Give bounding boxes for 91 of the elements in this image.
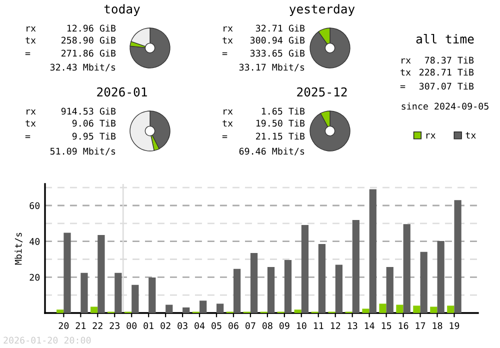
text: since 2024-09-05 [402, 102, 488, 110]
text: tx 228.71 TiB [400, 68, 474, 76]
x-tick-label: 08 [262, 322, 272, 330]
bar [454, 200, 462, 313]
x-tick-label: 00 [126, 322, 137, 330]
y-axis-title: Mbit/s [14, 232, 22, 265]
x-tick-label: 10 [296, 322, 306, 330]
x-tick-label: 04 [194, 322, 205, 330]
bar [318, 244, 326, 313]
bar [396, 304, 404, 313]
x-tick-label: 01 [144, 322, 154, 330]
y-tick-label: 60 [30, 202, 40, 210]
legend-label: rx [426, 133, 436, 139]
bar [166, 304, 173, 313]
bar [352, 220, 360, 313]
donut-slice [130, 28, 170, 68]
text: 32.43 Mbit/s [50, 64, 116, 72]
x-tick-label: 15 [382, 322, 392, 330]
bar [80, 272, 88, 313]
text: tx 9.06 TiB [26, 120, 116, 127]
text: = 21.15 TiB [222, 132, 305, 140]
bar [420, 252, 428, 313]
x-tick-label: 12 [330, 322, 340, 330]
x-tick-label: 02 [160, 322, 170, 330]
donut-slice [310, 110, 350, 152]
bar [413, 306, 420, 313]
text: rx 914.53 GiB [26, 108, 116, 115]
bar [437, 240, 444, 313]
bar [132, 284, 139, 313]
text: = 9.95 TiB [25, 132, 116, 140]
x-tick-label: 21 [76, 322, 86, 330]
x-tick-label: 09 [280, 322, 290, 330]
x-tick-label: 23 [110, 322, 120, 330]
text: 69.46 Mbit/s [239, 148, 304, 156]
text: rx 78.37 TiB [402, 56, 474, 64]
x-tick-label: 20 [58, 322, 69, 330]
chart-title: 2025-12 [297, 87, 347, 97]
x-tick-label: 17 [416, 322, 426, 330]
bar [56, 310, 64, 313]
bar [284, 260, 292, 313]
bar [369, 189, 376, 313]
text: rx 1.65 TiB [224, 108, 305, 115]
legend-label: tx [466, 132, 476, 139]
text: = 333.65 GiB [222, 50, 305, 57]
bar [447, 306, 454, 313]
text: = 271.86 GiB [25, 50, 116, 57]
text: rx 32.71 GiB [224, 24, 305, 32]
bar [114, 272, 122, 313]
bar [233, 268, 241, 313]
bar [294, 310, 302, 313]
x-tick-label: 14 [364, 322, 374, 330]
bar [379, 304, 386, 313]
x-tick-label: 13 [348, 322, 358, 330]
chart-title: 2026-01 [97, 87, 147, 97]
bar [182, 307, 190, 313]
bar [301, 225, 309, 313]
x-tick-label: 18 [432, 322, 442, 330]
bar [216, 304, 224, 313]
text: all time [416, 34, 474, 44]
x-tick-label: 06 [228, 322, 238, 330]
bar [250, 252, 258, 313]
bar [90, 306, 98, 313]
text: 51.09 Mbit/s [50, 148, 116, 156]
bar [98, 235, 105, 313]
bar [386, 266, 394, 313]
bar [335, 264, 342, 313]
y-tick-label: 40 [30, 238, 40, 245]
chart-title: today [104, 4, 140, 16]
chart-title: yesterday [290, 4, 355, 16]
y-tick-label: 20 [30, 274, 40, 281]
text: tx 258.90 GiB [26, 36, 116, 44]
text: tx 19.50 TiB [222, 120, 305, 127]
bar [430, 306, 438, 313]
x-tick-label: 05 [212, 322, 222, 330]
x-tick-label: 07 [246, 322, 256, 330]
text: tx 300.94 GiB [222, 36, 305, 44]
x-tick-label: 16 [398, 322, 408, 330]
donut-slice [310, 28, 350, 68]
bar [403, 224, 410, 313]
text: = 307.07 TiB [400, 82, 474, 90]
text: rx 12.96 GiB [26, 24, 116, 32]
text: 33.17 Mbit/s [239, 64, 304, 72]
bar [267, 266, 275, 313]
bar [362, 308, 370, 313]
bar [64, 232, 71, 313]
x-tick-label: 19 [450, 322, 460, 330]
x-tick-label: 03 [178, 322, 188, 330]
bar [200, 300, 207, 313]
x-tick-label: 11 [314, 322, 324, 330]
x-tick-label: 22 [92, 322, 102, 330]
bar [148, 278, 156, 313]
